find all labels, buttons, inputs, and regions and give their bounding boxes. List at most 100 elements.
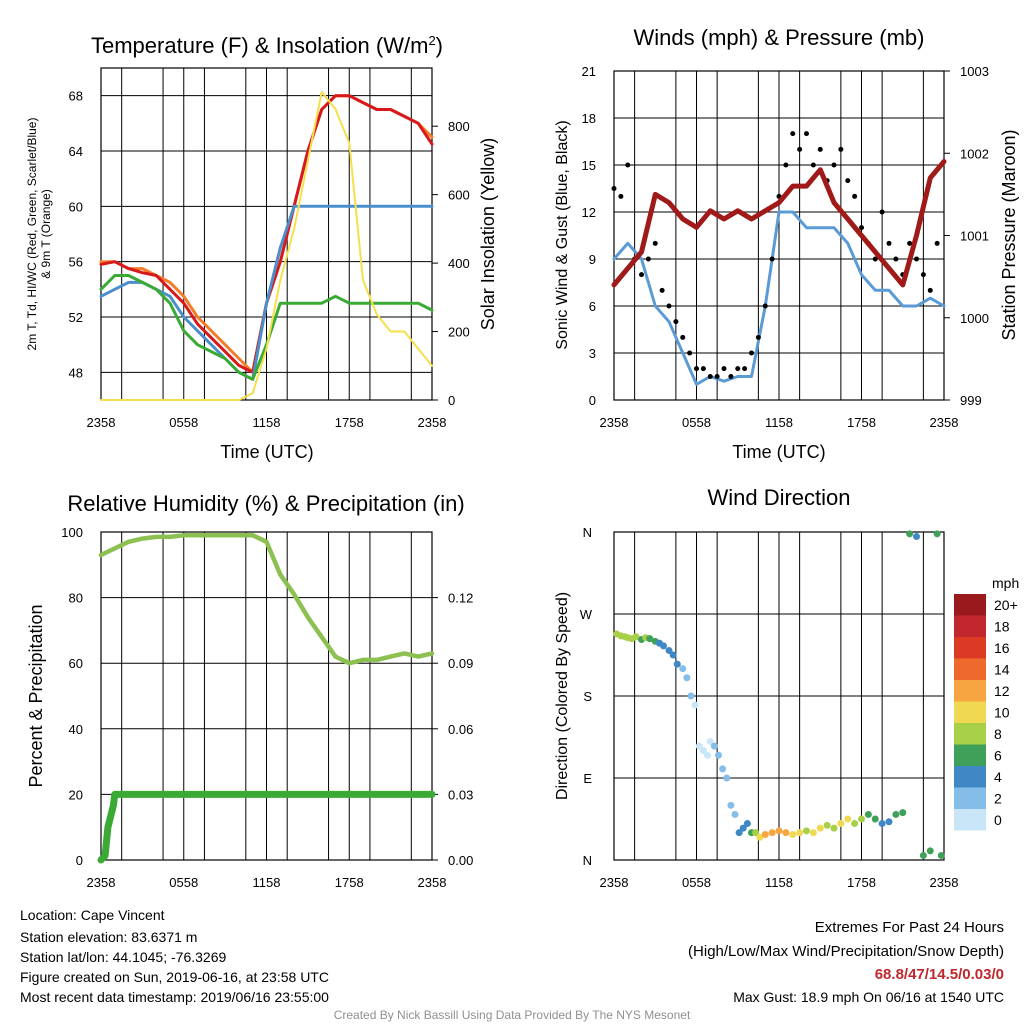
winds-series-0: [612, 210, 946, 386]
speed-legend-swatch: [954, 637, 986, 659]
temperature-ytick-label: 60: [69, 199, 83, 214]
winds-gust-point: [666, 303, 672, 309]
speed-legend-label: 12: [994, 683, 1010, 699]
direction-point: [691, 701, 699, 709]
temperature-xtick-label: 1158: [253, 415, 281, 430]
winds-gust-point: [934, 240, 940, 246]
direction-ylabel: Direction (Colored By Speed): [554, 592, 571, 800]
winds-ytick-label: 3: [589, 346, 596, 361]
direction-point: [844, 815, 852, 823]
winds-gust-point: [742, 366, 748, 372]
winds-xlabel: Time (UTC): [732, 442, 825, 462]
humidity-series-1: [97, 790, 436, 864]
winds-xtick-label: 2358: [600, 415, 629, 430]
winds-gust-point: [687, 350, 693, 356]
winds-ytick-label: 9: [589, 252, 596, 267]
direction-point: [816, 824, 824, 832]
temperature-ytick-label: 56: [69, 255, 83, 270]
humidity-ytick-label: 80: [69, 591, 83, 606]
winds-grid: [613, 70, 950, 401]
direction-ytick-label: N: [583, 525, 592, 540]
direction-point: [646, 635, 654, 643]
direction-point: [743, 820, 751, 828]
humidity-ytick-label: 20: [69, 787, 83, 802]
speed-legend-swatch: [954, 594, 986, 616]
winds-gust-point: [707, 374, 713, 379]
direction-ytick-label: E: [583, 771, 592, 786]
direction-point: [837, 820, 845, 828]
winds-gust-point: [625, 162, 631, 168]
figure-created-label: Figure created on Sun, 2019-06-16, at 23…: [20, 969, 329, 985]
humidity-ytick-right-label: 0.06: [448, 722, 473, 737]
direction-xtick-label: 1758: [847, 875, 876, 890]
direction-point: [775, 827, 783, 835]
humidity-ytick-right-label: 0.12: [448, 591, 473, 606]
winds-gust-point: [700, 366, 706, 372]
humidity-title: Relative Humidity (%) & Precipitation (i…: [67, 491, 464, 516]
winds-gust-point: [859, 225, 864, 231]
humidity-grid: [100, 531, 438, 861]
speed-legend-swatch: [954, 723, 986, 745]
winds-gust-point: [721, 366, 727, 372]
direction-point: [919, 851, 927, 859]
winds-ylabel-right: Station Pressure (Maroon): [999, 129, 1019, 340]
direction-point: [878, 820, 886, 828]
temperature-ytick-label: 52: [69, 310, 83, 325]
temperature-ytick-right-label: 400: [448, 256, 470, 271]
temperature-ytick-label: 64: [69, 144, 83, 159]
direction-point: [723, 774, 731, 782]
temperature-xtick-label: 2358: [418, 415, 447, 430]
temperature-ytick-right-label: 0: [448, 393, 455, 408]
winds-gust-point: [639, 272, 644, 278]
direction-point: [715, 751, 722, 759]
direction-point: [665, 646, 673, 654]
direction-ytick-label: N: [583, 853, 592, 868]
winds-gust-point: [762, 303, 768, 309]
winds-xtick-label: 1758: [847, 415, 876, 430]
direction-point: [761, 830, 769, 838]
direction-point: [803, 827, 810, 835]
winds-gust-point: [790, 131, 796, 137]
speed-legend-label: 8: [994, 726, 1002, 742]
direction-point: [789, 830, 797, 838]
winds-gust-point: [831, 162, 837, 168]
temperature-xtick-label: 2358: [87, 415, 116, 430]
winds-ytick-right-label: 1003: [960, 64, 989, 79]
winds-gust-point: [714, 374, 720, 379]
speed-legend-label: 16: [994, 640, 1010, 656]
winds-ytick-label: 0: [589, 393, 596, 408]
location-label: Location: Cape Vincent: [20, 907, 165, 923]
direction-point: [937, 851, 945, 859]
speed-legend-swatch: [954, 701, 986, 723]
winds-gust-point: [893, 256, 899, 262]
winds-gust-point: [652, 240, 658, 246]
speed-legend-swatch: [954, 658, 986, 680]
speed-legend-swatch: [954, 766, 986, 788]
direction-point: [830, 824, 838, 832]
credit-label: Created By Nick Bassill Using Data Provi…: [333, 1008, 691, 1022]
direction-point: [756, 833, 764, 841]
winds-title: Winds (mph) & Pressure (mb): [634, 25, 925, 50]
winds-gust-point: [755, 334, 761, 340]
speed-legend-label: 2: [994, 791, 1002, 807]
direction-ytick-label: S: [583, 689, 592, 704]
winds-gust-point: [645, 256, 651, 262]
elevation-label: Station elevation: 83.6371 m: [20, 929, 198, 945]
direction-point: [719, 765, 727, 773]
winds-gust-point: [907, 240, 913, 246]
direction-point: [679, 665, 687, 673]
humidity-ytick-right-label: 0.09: [448, 656, 473, 671]
winds-gust-point: [845, 178, 851, 184]
direction-point: [782, 829, 790, 837]
direction-point: [864, 810, 872, 818]
winds-ytick-right-label: 1000: [960, 311, 989, 326]
humidity-ylabel: Percent & Precipitation: [26, 604, 46, 787]
speed-legend-label: 20+: [994, 597, 1018, 613]
direction-point: [632, 633, 640, 641]
humidity-xtick-label: 2358: [418, 875, 447, 890]
direction-point: [727, 801, 735, 809]
speed-legend-swatch: [954, 809, 986, 831]
winds-ytick-right-label: 1002: [960, 146, 989, 161]
direction-point: [669, 651, 677, 659]
winds-gust-point: [673, 319, 679, 325]
